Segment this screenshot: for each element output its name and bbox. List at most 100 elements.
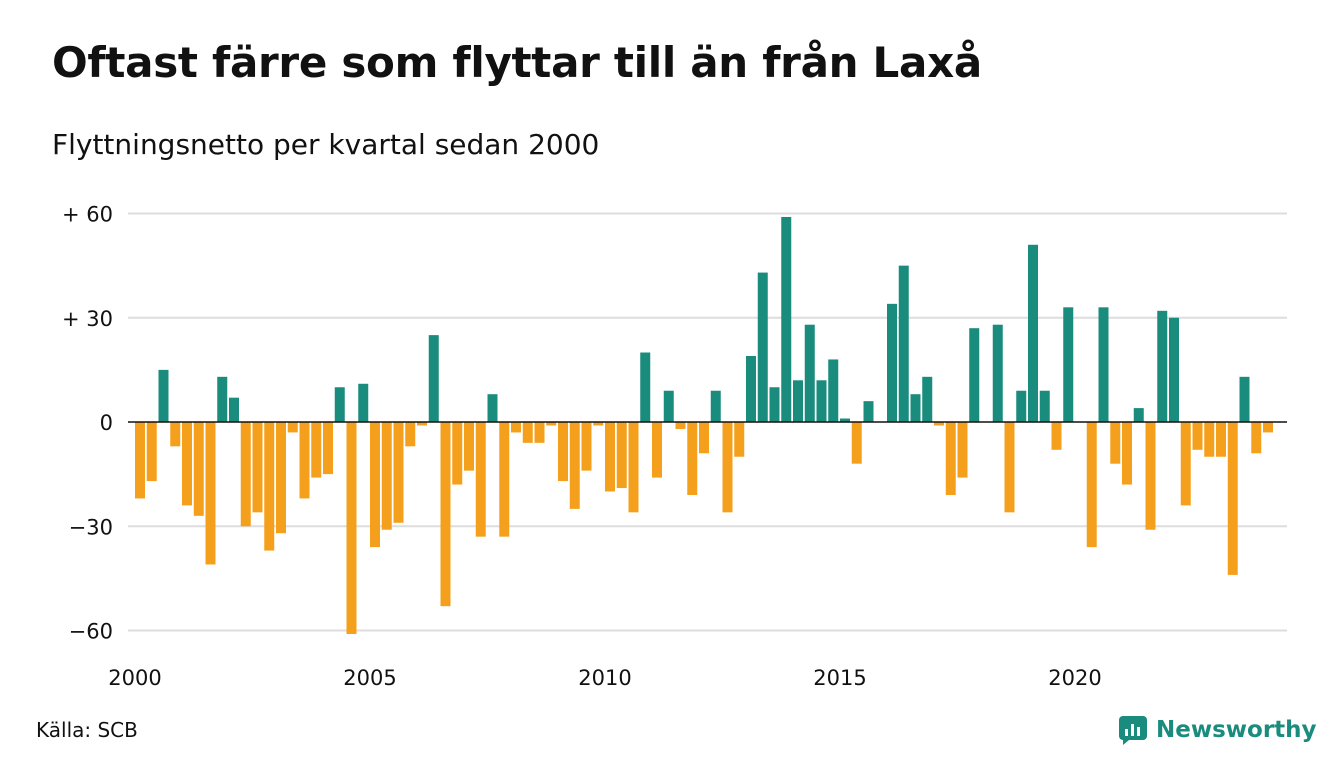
data-bar <box>1004 422 1015 513</box>
data-bar <box>487 394 498 422</box>
x-tick-label: 2000 <box>108 666 161 690</box>
data-bar <box>1239 376 1250 422</box>
data-bar <box>182 422 192 506</box>
data-bar <box>898 265 909 423</box>
data-bar <box>475 422 486 537</box>
data-bar <box>1204 422 1215 457</box>
data-bar <box>1110 422 1121 464</box>
data-bar <box>381 422 392 530</box>
x-tick-label: 2005 <box>343 666 396 690</box>
data-bar <box>323 422 333 475</box>
data-bar <box>945 422 956 495</box>
data-bar <box>1227 422 1238 575</box>
source-label: Källa: SCB <box>36 718 138 742</box>
data-bar <box>1169 317 1179 422</box>
data-bar <box>276 422 286 534</box>
data-bar <box>1251 422 1262 454</box>
data-bar <box>1063 307 1074 422</box>
data-bar <box>781 216 792 422</box>
data-bar <box>687 422 698 495</box>
y-tick-label: −30 <box>69 515 113 539</box>
data-bar <box>240 422 251 527</box>
data-bar <box>534 422 545 443</box>
brand-logo: Newsworthy <box>1118 712 1317 748</box>
data-bar <box>793 380 803 422</box>
data-bar <box>1086 422 1097 548</box>
x-tick-label: 2015 <box>813 666 866 690</box>
data-bar <box>816 380 827 422</box>
y-tick-label: + 30 <box>62 307 113 331</box>
data-bar <box>1133 408 1144 422</box>
data-bar <box>299 422 310 499</box>
data-bar <box>358 383 369 422</box>
y-tick-label: + 60 <box>62 203 113 227</box>
data-bar <box>158 369 169 423</box>
data-bar <box>440 422 451 607</box>
data-bar <box>229 397 239 422</box>
data-bar <box>252 422 263 513</box>
data-bar <box>1051 422 1062 450</box>
data-bar <box>264 422 275 551</box>
data-bar <box>217 376 228 422</box>
data-bar <box>393 422 404 523</box>
data-bar <box>652 422 662 478</box>
data-bar <box>170 422 181 447</box>
data-bar <box>734 422 745 457</box>
data-bar <box>992 324 1003 422</box>
data-bar <box>311 422 322 478</box>
data-bar <box>616 422 627 489</box>
data-bar <box>957 422 968 478</box>
brand-name: Newsworthy <box>1156 717 1317 743</box>
data-bar <box>193 422 204 516</box>
data-bar <box>922 376 933 422</box>
x-tick-label: 2010 <box>578 666 631 690</box>
data-bar <box>722 422 733 513</box>
data-bar <box>640 352 651 422</box>
data-bar <box>405 422 416 447</box>
data-bar <box>851 422 862 464</box>
data-bar <box>769 387 780 422</box>
data-bar <box>1122 422 1132 485</box>
data-bar <box>934 422 944 426</box>
data-bar <box>1263 422 1273 433</box>
data-bar <box>287 422 298 433</box>
data-bar <box>452 422 463 485</box>
data-bar <box>417 422 427 426</box>
data-bar <box>522 422 533 443</box>
chart-title: Oftast färre som flyttar till än från La… <box>52 38 982 87</box>
data-bar <box>135 422 145 499</box>
chart-logo-icon <box>1119 716 1147 745</box>
data-bar <box>910 394 921 422</box>
data-bar <box>1180 422 1191 506</box>
x-tick-label: 2020 <box>1048 666 1101 690</box>
data-bar <box>1145 422 1156 530</box>
data-bar <box>675 422 686 429</box>
y-tick-label: 0 <box>100 411 113 435</box>
data-bar <box>1192 422 1203 450</box>
y-tick-label: −60 <box>69 620 113 644</box>
data-bar <box>581 422 592 471</box>
data-bar <box>499 422 510 537</box>
data-bar <box>628 422 639 513</box>
data-bar <box>828 359 839 422</box>
data-bar <box>205 422 216 565</box>
data-bar <box>146 422 157 482</box>
data-bar <box>428 335 439 423</box>
data-bar <box>346 422 357 634</box>
data-bar <box>464 422 474 471</box>
bar-chart: + 60 + 30 0 −30 −60 2000 2005 2010 2015 2020 <box>62 203 1287 690</box>
data-bar <box>569 422 580 509</box>
data-bar <box>1039 390 1050 423</box>
data-bar <box>969 328 980 423</box>
data-bar <box>511 422 521 433</box>
data-bar <box>757 272 768 422</box>
data-bar <box>840 418 850 422</box>
data-bar <box>1216 422 1226 457</box>
data-bar <box>370 422 380 548</box>
data-bar <box>746 355 756 423</box>
data-bar <box>699 422 709 454</box>
data-bar <box>593 422 604 426</box>
data-bar <box>887 303 897 422</box>
data-bar <box>663 390 674 423</box>
data-bar <box>1016 390 1027 423</box>
